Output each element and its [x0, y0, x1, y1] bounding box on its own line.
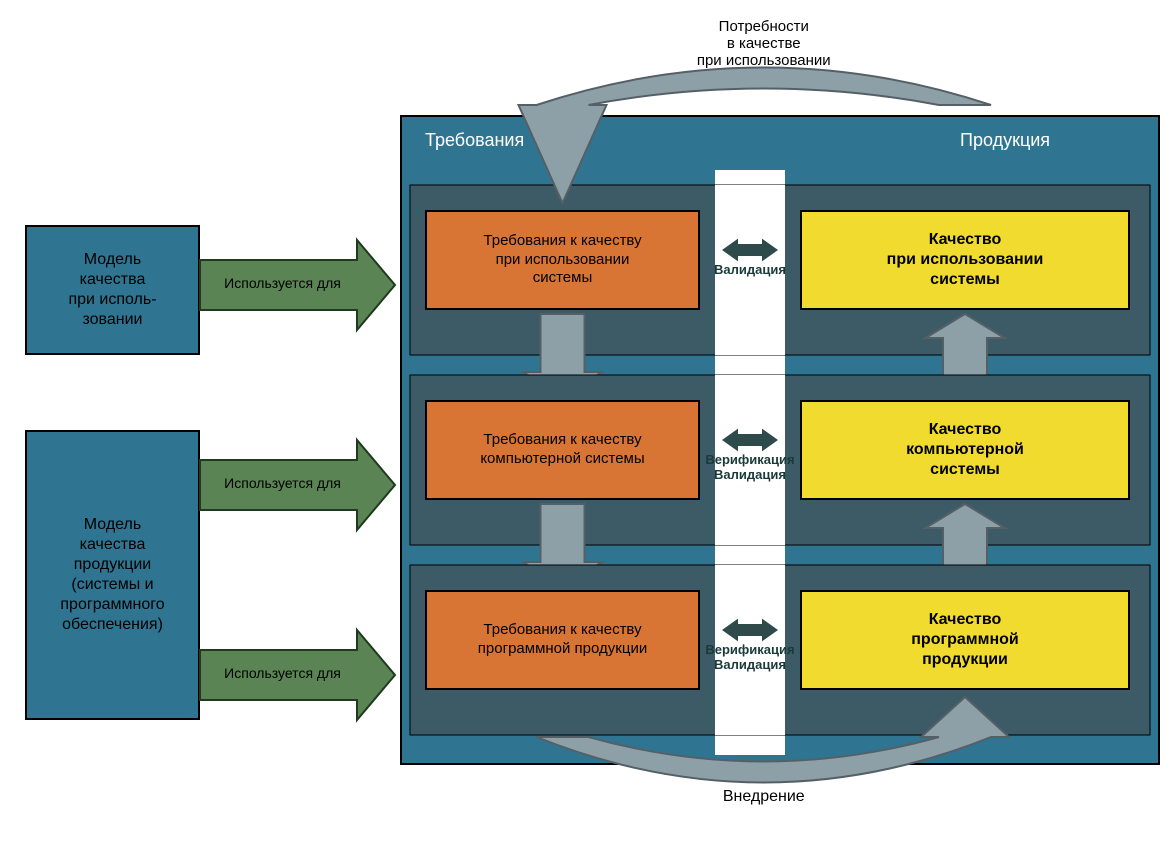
between-label-1: Верификация Валидация	[705, 452, 795, 482]
prod-box-2: Качество программной продукции	[800, 590, 1130, 690]
between-label-2: Верификация Валидация	[705, 642, 795, 672]
between-label-0: Валидация	[705, 262, 795, 277]
green-arrow-2-label: Используется для	[208, 665, 357, 681]
green-arrow-0-label: Используется для	[208, 275, 357, 291]
left-model-prod: Модель качества продукции (системы и про…	[25, 430, 200, 720]
green-arrow-1-label: Используется для	[208, 475, 357, 491]
col-header-requirements: Требования	[425, 130, 524, 151]
bottom-label: Внедрение	[694, 788, 834, 806]
prod-box-0: Качество при использовании системы	[800, 210, 1130, 310]
req-box-2: Требования к качеству программной продук…	[425, 590, 700, 690]
left-model-use: Модель качества при исполь- зовании	[25, 225, 200, 355]
top-label: Потребности в качестве при использовании	[654, 18, 874, 69]
col-header-product: Продукция	[960, 130, 1050, 151]
req-box-0: Требования к качеству при использовании …	[425, 210, 700, 310]
req-box-1: Требования к качеству компьютерной систе…	[425, 400, 700, 500]
prod-box-1: Качество компьютерной системы	[800, 400, 1130, 500]
